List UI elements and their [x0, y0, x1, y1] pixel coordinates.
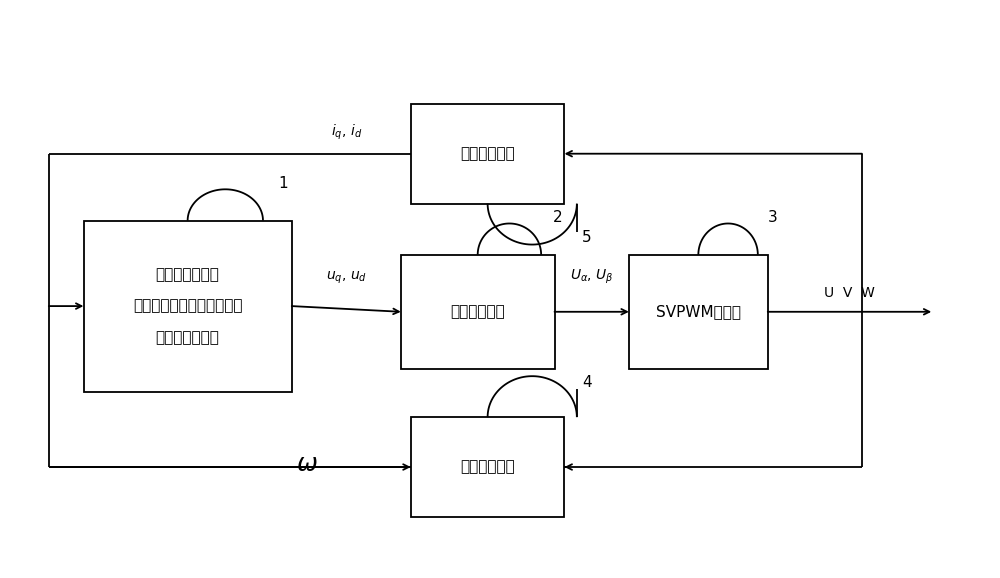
Text: $U_{\alpha}$, $U_{\beta}$: $U_{\alpha}$, $U_{\beta}$ — [570, 268, 614, 286]
Bar — [411, 104, 564, 203]
Text: 基于指令滤波的: 基于指令滤波的 — [156, 330, 220, 345]
Text: 转速检测单元: 转速检测单元 — [460, 460, 515, 475]
Text: U  V  W: U V W — [824, 286, 875, 301]
Text: 3: 3 — [768, 210, 778, 225]
Text: $\omega$: $\omega$ — [296, 452, 318, 476]
Text: 电流检测单元: 电流检测单元 — [460, 146, 515, 161]
Text: SVPWM逆变器: SVPWM逆变器 — [656, 304, 741, 319]
Text: $u_q$, $u_d$: $u_q$, $u_d$ — [326, 270, 367, 286]
Bar — [84, 221, 292, 391]
Text: $i_q$, $i_d$: $i_q$, $i_d$ — [331, 123, 362, 142]
Bar — [401, 255, 555, 369]
Text: 2: 2 — [553, 210, 563, 225]
Text: 永磁同步电动机全状态约束: 永磁同步电动机全状态约束 — [133, 299, 242, 314]
Bar — [629, 255, 768, 369]
Text: 1: 1 — [278, 176, 287, 191]
Text: 坐标变换单元: 坐标变换单元 — [450, 304, 505, 319]
Bar — [411, 417, 564, 517]
Text: 4: 4 — [582, 376, 591, 391]
Text: 5: 5 — [582, 230, 591, 245]
Text: 有限时间控制器: 有限时间控制器 — [156, 267, 220, 282]
